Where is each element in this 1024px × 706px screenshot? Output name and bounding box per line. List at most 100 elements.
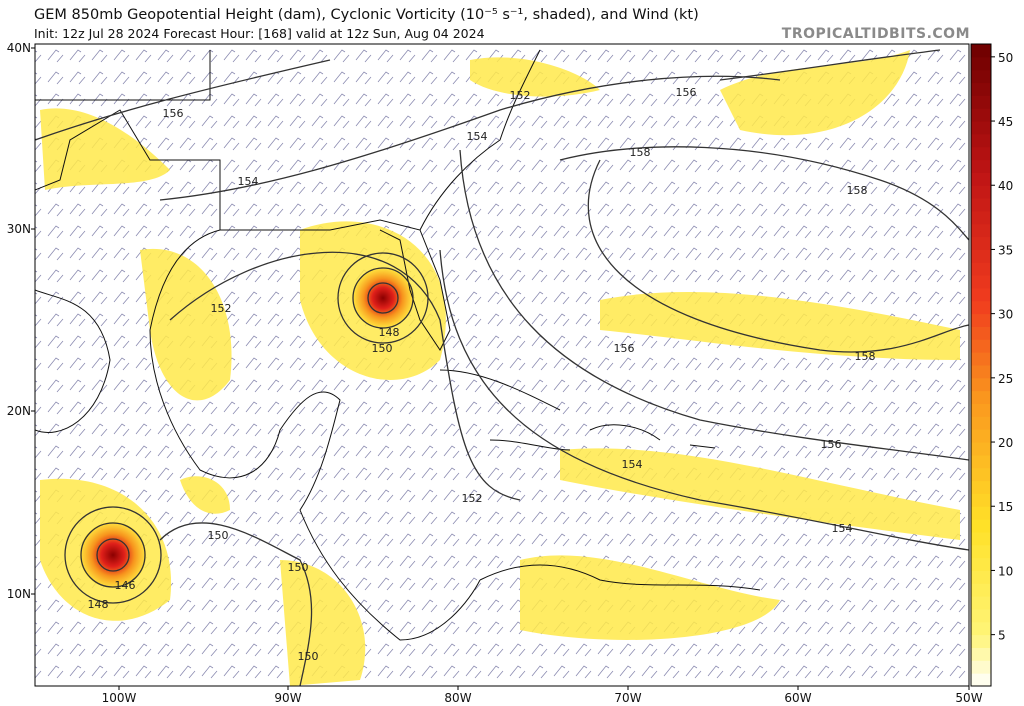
contour-label: 152	[462, 492, 483, 505]
colorbar-label: 30	[998, 308, 1013, 322]
colorbar-step	[971, 44, 991, 58]
colorbar-step	[971, 531, 991, 546]
colorbar-step	[971, 596, 991, 610]
lon-label: 50W	[955, 691, 982, 705]
lat-label: 10N	[7, 587, 31, 601]
contour-label: 156	[163, 107, 184, 120]
colorbar-label: 25	[998, 372, 1013, 386]
contour-label: 156	[821, 438, 842, 451]
contour-label: 152	[211, 302, 232, 315]
lon-label: 90W	[274, 691, 301, 705]
colorbar-step	[971, 634, 991, 648]
contour-label: 158	[847, 184, 868, 197]
contour-label: 154	[467, 130, 488, 143]
colorbar-step	[971, 377, 991, 392]
coastlines	[35, 49, 761, 641]
colorbar-step	[971, 82, 991, 96]
colorbar-step	[971, 352, 991, 366]
contour-label: 154	[622, 458, 643, 471]
colorbar-step	[971, 236, 991, 250]
contour-label: 148	[88, 598, 109, 611]
contour-label: 150	[208, 529, 229, 542]
contour-label: 150	[288, 561, 309, 574]
colorbar: 5 10 15 20 25 30 35 40 45 50	[970, 43, 1013, 687]
colorbar-step	[971, 249, 991, 263]
colorbar-step	[971, 326, 991, 340]
contour-label: 150	[298, 650, 319, 663]
colorbar-step	[971, 133, 991, 148]
colorbar-step	[971, 365, 991, 379]
colorbar-step	[971, 429, 991, 443]
contour-label: 158	[855, 350, 876, 363]
lat-label: 20N	[7, 404, 31, 418]
colorbar-label: 35	[998, 243, 1013, 257]
colorbar-step	[971, 56, 991, 71]
colorbar-step	[971, 403, 991, 417]
colorbar-step	[971, 673, 991, 687]
height-contours	[35, 49, 969, 686]
colorbar-step	[971, 210, 991, 225]
title: GEM 850mb Geopotential Height (dam), Cyc…	[34, 7, 699, 23]
contour-label: 146	[115, 579, 136, 592]
subtitle: Init: 12z Jul 28 2024 Forecast Hour: [16…	[34, 26, 485, 41]
vortex	[80, 522, 146, 588]
contour-label: 158	[630, 146, 651, 159]
colorbar-step	[971, 146, 991, 161]
colorbar-step	[971, 69, 991, 84]
colorbar-step	[971, 480, 991, 494]
colorbar-step	[971, 608, 991, 623]
colorbar-step	[971, 506, 991, 520]
colorbar-step	[971, 95, 991, 109]
contour-label: 152	[510, 89, 531, 102]
lon-label: 70W	[614, 691, 641, 705]
colorbar-step	[971, 570, 991, 584]
colorbar-step	[971, 647, 991, 661]
colorbar-step	[971, 198, 991, 212]
colorbar-step	[971, 621, 991, 636]
colorbar-step	[971, 300, 991, 315]
contour-label: 154	[238, 175, 259, 188]
contour-label: 156	[614, 342, 635, 355]
colorbar-step	[971, 172, 991, 186]
colorbar-step	[971, 262, 991, 276]
lon-label: 80W	[444, 691, 471, 705]
colorbar-step	[971, 467, 991, 482]
colorbar-step	[971, 185, 991, 199]
colorbar-step	[971, 493, 991, 507]
colorbar-label: 15	[998, 500, 1013, 514]
colorbar-label: 10	[998, 564, 1013, 578]
site-name: TROPICALTIDBITS.COM	[782, 26, 970, 42]
lon-label: 60W	[784, 691, 811, 705]
colorbar-step	[971, 660, 991, 674]
colorbar-step	[971, 287, 991, 302]
lat-label: 40N	[7, 41, 31, 55]
colorbar-step	[971, 159, 991, 173]
colorbar-step	[971, 583, 991, 597]
colorbar-label: 50	[998, 51, 1013, 65]
colorbar-step	[971, 121, 991, 135]
colorbar-step	[971, 390, 991, 405]
colorbar-label: 20	[998, 436, 1013, 450]
colorbar-step	[971, 223, 991, 238]
colorbar-step	[971, 313, 991, 327]
colorbar-label: 40	[998, 179, 1013, 193]
contour-label: 150	[372, 342, 393, 355]
colorbar-label: 5	[998, 629, 1006, 643]
colorbar-step	[971, 339, 991, 353]
colorbar-step	[971, 544, 991, 559]
colorbar-step	[971, 454, 991, 469]
contour-label: 156	[676, 86, 697, 99]
colorbar-label: 45	[998, 115, 1013, 129]
colorbar-step	[971, 416, 991, 430]
colorbar-step	[971, 519, 991, 533]
colorbar-frame	[970, 43, 992, 687]
colorbar-step	[971, 275, 991, 289]
contour-label: 154	[832, 522, 853, 535]
colorbar-step	[971, 108, 991, 122]
map-frame	[34, 43, 970, 687]
map-area	[35, 44, 969, 686]
lon-label: 100W	[102, 691, 137, 705]
lat-label: 30N	[7, 222, 31, 236]
